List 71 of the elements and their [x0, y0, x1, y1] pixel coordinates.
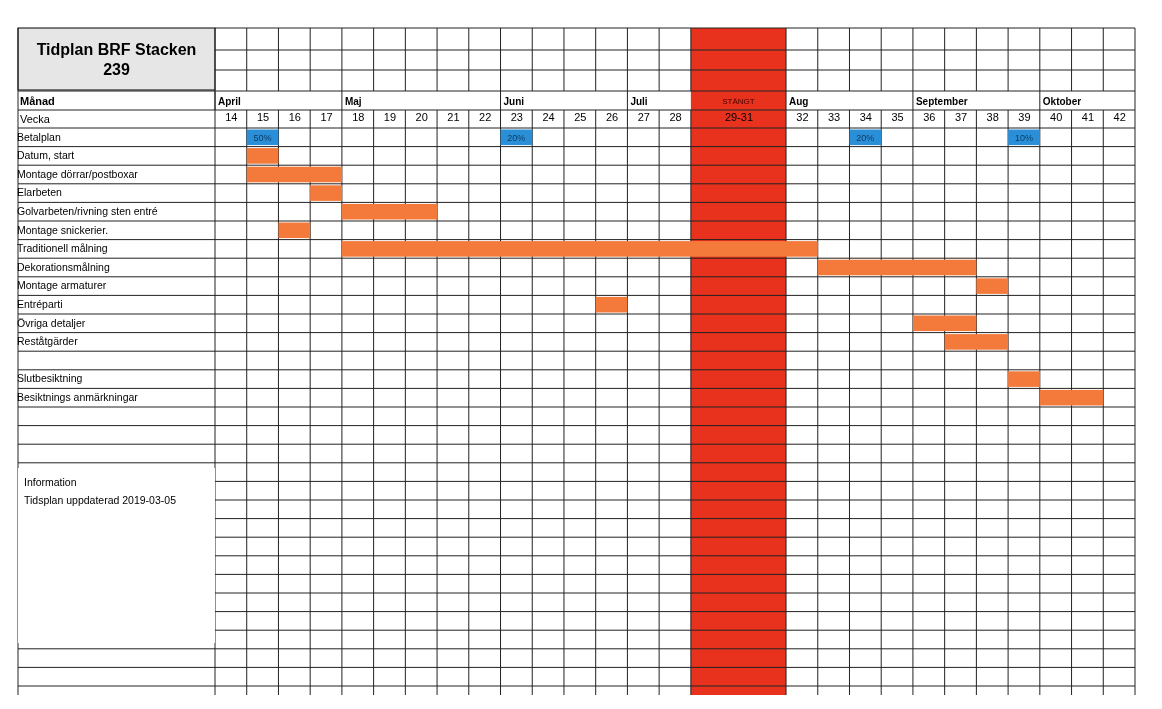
x-tick-label: 29-31	[724, 111, 754, 123]
bar	[246, 166, 342, 183]
x-tick-label: 37	[954, 111, 968, 123]
text: Information	[24, 476, 77, 488]
bar	[246, 148, 279, 164]
annotation: 10%	[1014, 133, 1033, 144]
y-tick-label: Betalplan	[17, 130, 61, 143]
x-tick-label: 14	[225, 111, 238, 123]
x-tick-label: 27	[637, 111, 650, 123]
bar	[310, 185, 342, 201]
bar	[341, 203, 438, 220]
chart-title: Tidplan BRF Stacken 239	[36, 41, 197, 78]
text: Maj	[344, 96, 362, 107]
x-tick-label: 39	[1018, 111, 1031, 123]
x-tick-label: 20	[415, 111, 428, 123]
text: Juli	[630, 96, 648, 107]
x-tick-label: 42	[1113, 111, 1126, 123]
x-tick-label: 22	[479, 111, 492, 123]
x-tick-label: 18	[352, 111, 365, 123]
y-tick-label: Montage armaturer	[17, 279, 107, 292]
x-tick-label: 16	[288, 111, 301, 123]
y-tick-label: Besiktnings anmärkningar	[17, 391, 139, 404]
y-tick-label: Datum, start	[17, 149, 75, 162]
y-tick-label: Entréparti	[17, 298, 63, 311]
y-tick-label: Slutbesiktning	[17, 372, 83, 385]
bar	[976, 278, 1009, 294]
x-tick-label: 38	[986, 111, 999, 123]
x-tick-label: 23	[510, 111, 523, 123]
x-tick-label: 19	[383, 111, 397, 123]
bar	[817, 259, 977, 276]
x-tick-label: 24	[542, 111, 555, 123]
bar	[278, 222, 311, 239]
text: Oktober	[1042, 96, 1082, 107]
annotation: 20%	[856, 133, 875, 144]
x-tick-label: 21	[447, 111, 460, 123]
text: September	[915, 96, 968, 107]
text: Tidsplan uppdaterad 2019-03-05	[24, 494, 177, 506]
text: April	[218, 96, 241, 107]
x-tick-label: 36	[923, 111, 936, 123]
annotation: 20%	[507, 133, 526, 144]
y-tick-label: Elarbeten	[17, 186, 63, 199]
annotation: 50%	[253, 133, 272, 144]
y-tick-label: Golvarbeten/rivning sten entré	[17, 205, 158, 218]
text: Aug	[789, 96, 809, 107]
x-tick-label: 26	[605, 111, 619, 123]
y-tick-label: Reståtgärder	[17, 335, 79, 348]
bar	[1039, 389, 1104, 406]
y-tick-label: Traditionell målning	[17, 242, 108, 255]
x-tick-label: 35	[891, 111, 904, 123]
y-tick-label: Dekorationsmålning	[17, 260, 110, 273]
x-tick-label: 40	[1050, 111, 1063, 123]
band-label: STÄNGT	[722, 97, 755, 106]
x2-axis-title: Månad	[20, 95, 55, 107]
x-tick-label: 33	[828, 111, 841, 123]
x-tick-label: 17	[320, 111, 333, 123]
x-tick-label: 41	[1081, 111, 1095, 123]
x-tick-label: 28	[669, 111, 682, 123]
bar	[912, 315, 977, 332]
x-tick-label: 32	[796, 111, 809, 123]
x-tick-label: 34	[859, 111, 872, 123]
bar	[341, 241, 818, 257]
x-tick-label: 25	[574, 111, 587, 123]
text: Juni	[503, 96, 525, 107]
y-tick-label: Montage dörrar/postboxar	[17, 167, 139, 180]
y-tick-label: Montage snickerier.	[17, 223, 109, 236]
y-tick-label: Övriga detaljer	[17, 316, 86, 329]
bar	[1008, 371, 1040, 387]
bar	[595, 296, 628, 313]
bar	[944, 334, 1009, 350]
x-axis-title: Vecka	[20, 113, 51, 125]
x-tick-label: 15	[256, 111, 270, 123]
